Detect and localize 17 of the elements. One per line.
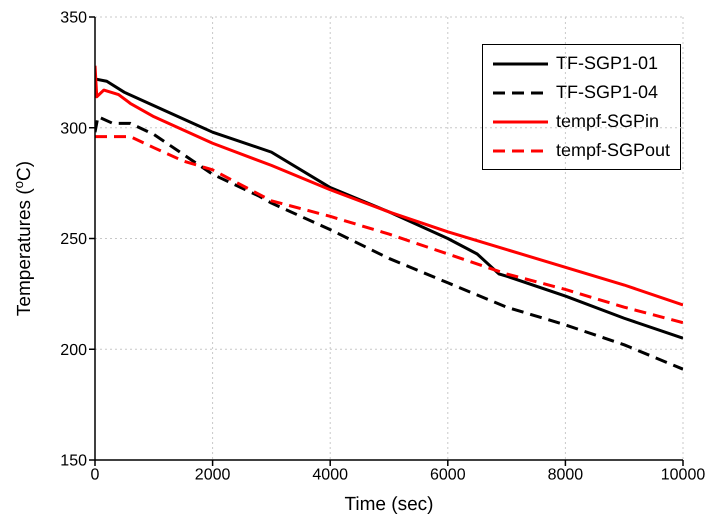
y-tick-label: 250 — [60, 231, 88, 248]
x-tick-label: 8000 — [548, 466, 584, 484]
y-tick-label: 150 — [60, 452, 88, 470]
y-tick-label: 350 — [60, 10, 88, 27]
line-series — [95, 135, 683, 324]
legend-label: tempf-SGPin — [556, 111, 659, 132]
legend-label: TF-SGP1-04 — [556, 82, 658, 103]
x-tick-label: 0 — [90, 466, 100, 484]
x-axis-title: Time (sec) — [344, 494, 434, 515]
x-tick-label: 2000 — [194, 466, 230, 484]
x-tick-label: 4000 — [312, 466, 348, 484]
legend-label: tempf-SGPout — [556, 140, 670, 161]
x-tick-label: 10000 — [660, 466, 706, 484]
x-tick-label: 6000 — [430, 466, 466, 484]
legend-label: TF-SGP1-01 — [556, 53, 658, 74]
y-tick-label: 200 — [60, 342, 88, 359]
y-tick-label: 300 — [60, 120, 88, 138]
